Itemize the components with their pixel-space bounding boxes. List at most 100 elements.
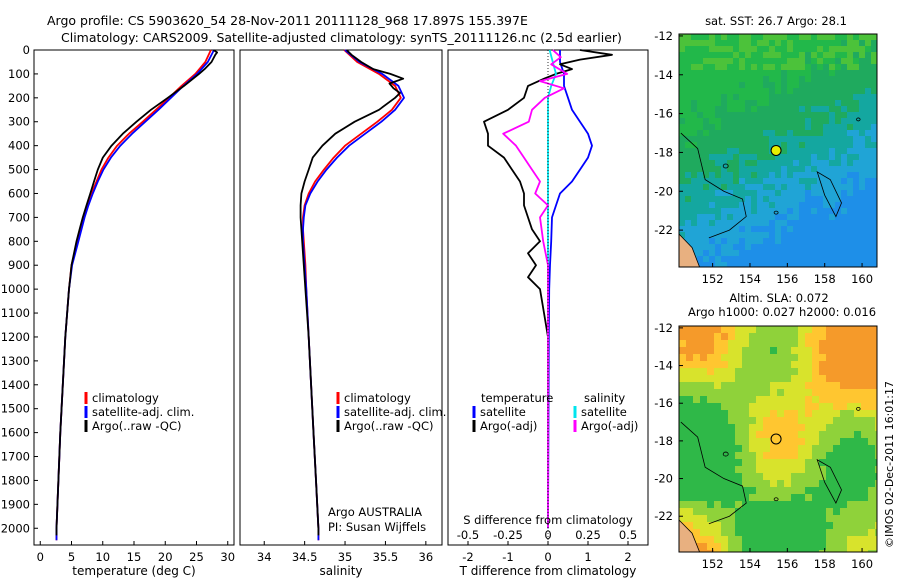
lon-tick-label: 160 [851,272,873,286]
map-cell [707,410,714,417]
map-cell [859,94,865,100]
map-cell [739,130,745,136]
map-cell [715,232,721,238]
map-cell [757,262,763,267]
map-cell [691,220,697,226]
map-cell [777,375,784,382]
map-cell [791,333,798,340]
map-cell [798,340,805,347]
map-cell [826,368,833,375]
map-cell [798,361,805,368]
map-cell [679,208,685,214]
map-cell [812,522,819,529]
map-cell [700,410,707,417]
map-cell [703,160,709,166]
map-cell [703,130,709,136]
map-cell [769,58,775,64]
map-cell [763,64,769,70]
map-cell [811,136,817,142]
map-cell [833,368,840,375]
map-cell [859,190,865,196]
map-cell [679,58,685,64]
map-cell [769,166,775,172]
map-cell [868,368,875,375]
map-cell [715,136,721,142]
map-cell [685,124,691,130]
map-cell [812,424,819,431]
map-cell [749,522,756,529]
map-cell [735,431,742,438]
map-cell [693,459,700,466]
map-cell [721,361,728,368]
map-cell [784,403,791,410]
map-cell [875,494,877,501]
map-cell [721,354,728,361]
map-cell [854,375,861,382]
map-cell [847,515,854,522]
map-cell [812,375,819,382]
map-cell [714,445,721,452]
map-cell [721,136,727,142]
map-cell [703,148,709,154]
map-cell [715,100,721,106]
map-cell [707,543,714,550]
map-cell [781,202,787,208]
map-cell [833,326,840,333]
map-cell [727,88,733,94]
map-cell [769,262,775,267]
map-cell [686,431,693,438]
map-cell [757,154,763,160]
map-cell [777,466,784,473]
map-cell [781,124,787,130]
map-cell [805,40,811,46]
map-cell [793,172,799,178]
map-cell [686,438,693,445]
map-cell [727,100,733,106]
map-cell [742,417,749,424]
map-cell [875,333,877,340]
map-cell [798,543,805,550]
map-cell [727,220,733,226]
map-cell [871,118,877,124]
map-cell [812,543,819,550]
map-cell [703,40,709,46]
map-cell [819,410,826,417]
map-cell [865,136,871,142]
map-cell [763,347,770,354]
map-cell [714,326,721,333]
lat-tick-label: -20 [654,472,673,486]
map-cell [728,452,735,459]
map-cell [781,178,787,184]
map-cell [769,202,775,208]
map-cell [865,262,871,267]
map-cell [679,100,685,106]
map-cell [840,445,847,452]
map-cell [728,438,735,445]
map-cell [823,262,829,267]
map-cell [757,106,763,112]
map-cell [775,112,781,118]
map-cell [787,226,793,232]
map-cell [707,347,714,354]
map-cell [703,262,709,267]
map-cell [840,382,847,389]
map-cell [847,100,853,106]
map-cell [805,250,811,256]
map-cell [691,172,697,178]
map-cell [817,208,823,214]
map-cell [833,452,840,459]
reef-outline [856,406,861,411]
map-cell [859,76,865,82]
map-cell [875,508,877,515]
map-cell [751,40,757,46]
map-cell [728,480,735,487]
map-cell [865,70,871,76]
map-cell [707,501,714,508]
map-cell [791,326,798,333]
map-cell [798,515,805,522]
map-cell [835,112,841,118]
map-cell [854,536,861,543]
map-cell [787,76,793,82]
map-cell [826,389,833,396]
salinity-x-label: salinity [319,564,362,578]
